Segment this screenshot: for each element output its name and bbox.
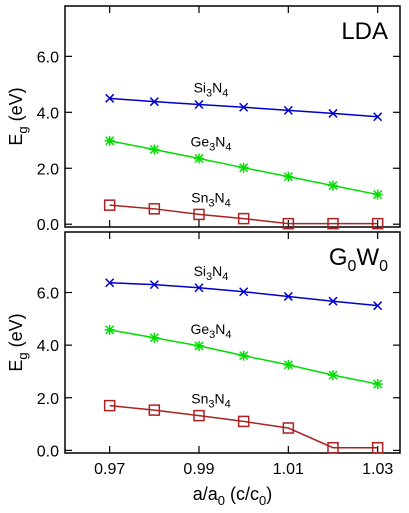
- y-tick-label: 0.0: [37, 217, 59, 234]
- marker-star: [149, 144, 160, 155]
- x-tick-label: 0.97: [94, 461, 125, 478]
- series-line-Si3N4: [109, 282, 378, 307]
- marker-star: [238, 350, 249, 361]
- marker-x: [149, 97, 159, 107]
- marker-x: [105, 278, 115, 288]
- marker-square: [237, 212, 250, 225]
- panel-1: 0.0 2.0 4.0 6.0 Eg (eV) LDA Si3N4 Ge3N4 Sn3N4: [6, 5, 401, 234]
- marker-star: [283, 171, 294, 182]
- marker-square: [148, 404, 161, 416]
- series-label-Sn3N4: Sn3N4: [191, 189, 231, 209]
- marker-star: [149, 332, 160, 343]
- marker-square: [103, 199, 116, 211]
- series-label-Ge3N4: Ge3N4: [190, 133, 231, 153]
- y-tick-label: 6.0: [37, 49, 59, 66]
- marker-square: [327, 441, 339, 454]
- marker-star: [328, 180, 338, 191]
- marker-square: [282, 422, 295, 434]
- series-label-Sn3N4: Sn3N4: [191, 391, 231, 411]
- plot-frame: [64, 231, 401, 454]
- marker-square: [237, 415, 250, 428]
- y-tick-label: 4.0: [37, 105, 59, 122]
- y-tick-label: 2.0: [37, 391, 59, 408]
- panel-label: LDA: [341, 18, 388, 45]
- marker-square: [282, 217, 295, 230]
- marker-x: [328, 296, 338, 306]
- marker-star: [104, 135, 115, 146]
- marker-x: [373, 112, 383, 122]
- marker-square: [371, 441, 384, 454]
- marker-star: [238, 162, 249, 173]
- x-tick-label: 1.03: [362, 461, 393, 478]
- marker-x: [194, 283, 204, 293]
- marker-x: [239, 102, 249, 112]
- x-axis-title: a/a0 (c/c0): [193, 484, 273, 508]
- marker-square: [103, 399, 116, 412]
- series-label-Ge3N4: Ge3N4: [190, 321, 231, 341]
- marker-x: [149, 280, 159, 290]
- marker-square: [148, 203, 161, 215]
- panel-label: G0W0: [329, 244, 388, 275]
- marker-x: [239, 287, 249, 297]
- series-line-Sn3N4: [109, 204, 378, 225]
- series-line-Sn3N4: [109, 404, 378, 449]
- marker-x: [373, 301, 383, 311]
- x-tick-label: 1.01: [273, 461, 304, 478]
- y-tick-label: 0.0: [37, 443, 59, 460]
- marker-x: [283, 291, 293, 301]
- series-label-Si3N4: Si3N4: [194, 263, 229, 283]
- marker-x: [194, 99, 204, 110]
- marker-star: [283, 359, 294, 370]
- marker-square: [193, 409, 205, 422]
- y-tick-label: 4.0: [37, 338, 59, 355]
- marker-square: [371, 217, 384, 230]
- marker-square: [327, 217, 339, 230]
- marker-x: [328, 108, 338, 118]
- y-axis-title: Eg (eV): [6, 313, 30, 371]
- marker-star: [194, 340, 204, 351]
- marker-star: [372, 379, 383, 390]
- y-axis-title: Eg (eV): [6, 87, 30, 145]
- panel-2: 0.0 2.0 4.0 6.0 0.97 0.99 1.01 1.03 Eg (eV) G0W0 S…: [6, 231, 401, 508]
- marker-square: [193, 208, 205, 221]
- series-label-Si3N4: Si3N4: [194, 79, 229, 99]
- y-tick-label: 6.0: [37, 286, 59, 303]
- marker-x: [105, 93, 115, 103]
- marker-star: [194, 153, 204, 164]
- y-tick-label: 2.0: [37, 161, 59, 178]
- x-tick-label: 0.99: [183, 461, 214, 478]
- marker-star: [372, 189, 383, 200]
- marker-x: [283, 105, 293, 115]
- marker-star: [104, 324, 115, 335]
- plot-frame: [64, 5, 401, 228]
- marker-star: [328, 370, 338, 381]
